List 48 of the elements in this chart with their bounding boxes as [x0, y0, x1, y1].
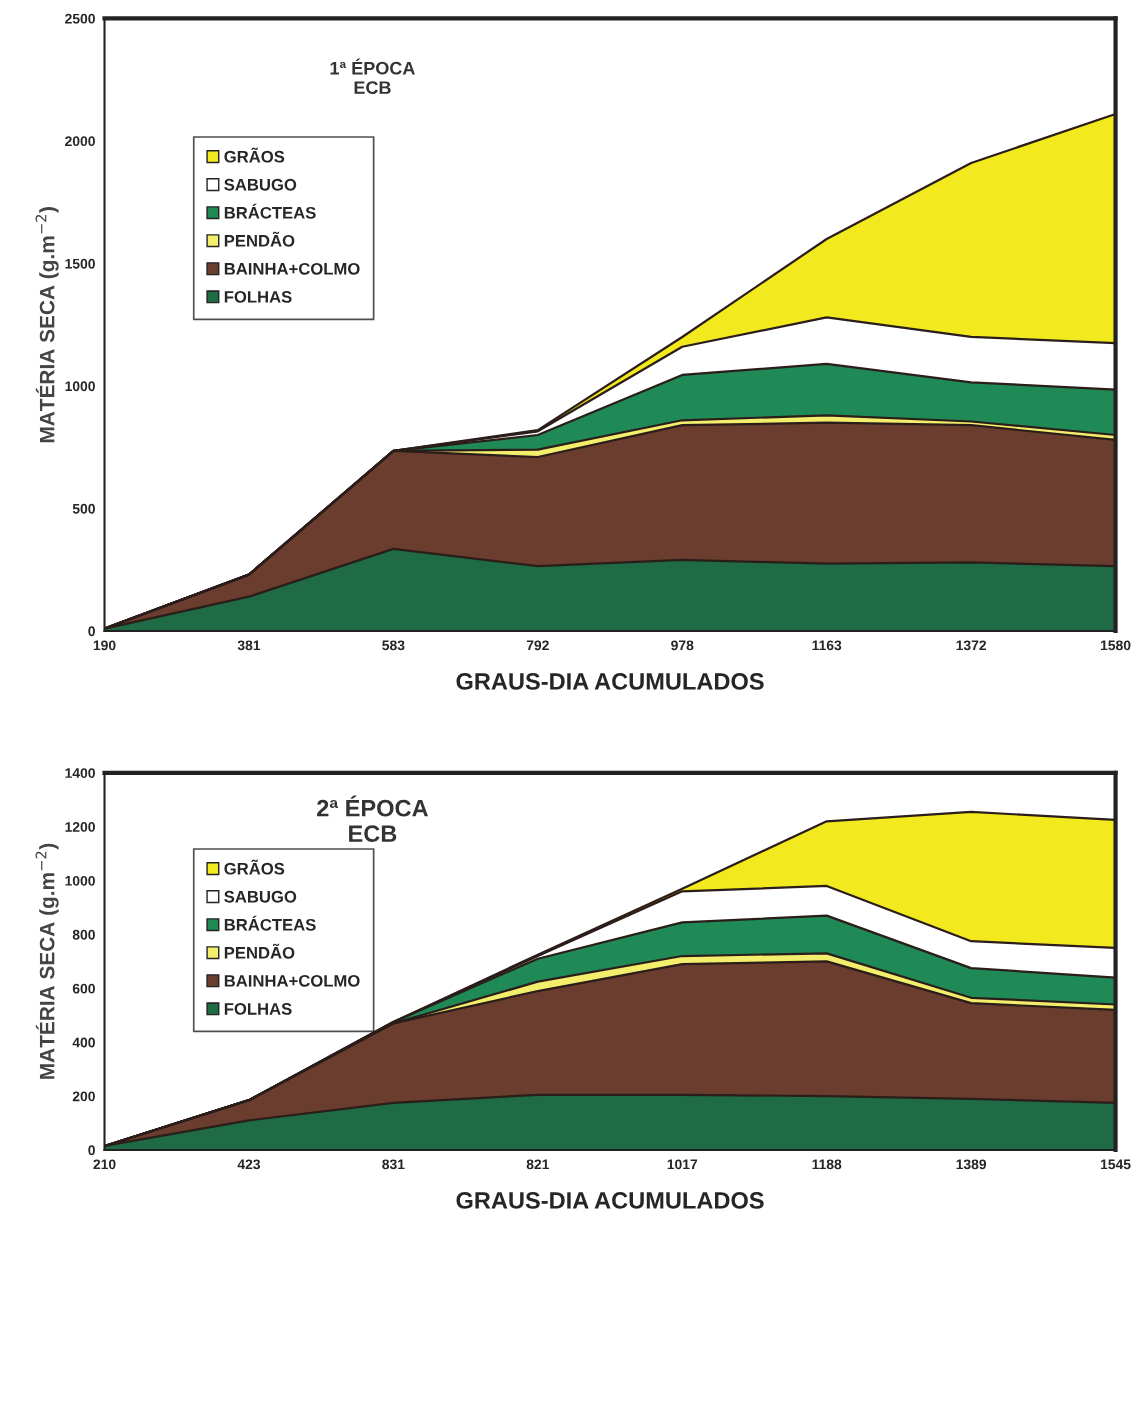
- legend-label: BRÁCTEAS: [224, 203, 316, 219]
- legend-label: GRÃOS: [224, 859, 285, 875]
- x-tick-label: 821: [526, 1159, 550, 1170]
- y-axis-title: MATÉRIA SECA (g.m$^{−2}$): [35, 843, 59, 1079]
- x-tick-label: 978: [671, 640, 694, 651]
- y-axis-title: MATÉRIA SECA (g.m$^{−2}$): [35, 207, 59, 443]
- x-tick-label: 190: [93, 640, 116, 651]
- legend-label: BAINHA+COLMO: [224, 262, 360, 275]
- y-tick-label: 800: [72, 929, 95, 940]
- x-tick-label: 1188: [812, 1159, 842, 1170]
- y-tick-label: 1500: [65, 258, 95, 269]
- legend-label: FOLHAS: [224, 290, 292, 303]
- x-axis-title: GRAUS-DIA ACUMULADOS: [456, 1192, 764, 1209]
- legend-label: SABUGO: [224, 178, 297, 191]
- y-tick-label: 0: [88, 626, 95, 637]
- x-tick-label: 831: [382, 1159, 405, 1170]
- text: 2ª ÉPOCA ECB: [317, 795, 429, 842]
- legend-label: PENDÃO: [224, 231, 295, 247]
- y-tick-label: 1400: [65, 768, 95, 778]
- x-tick-label: 583: [382, 640, 405, 651]
- x-tick-label: 1389: [956, 1159, 987, 1170]
- legend-label: SABUGO: [224, 890, 297, 903]
- x-tick-label: 210: [93, 1159, 116, 1170]
- y-tick-label: 2000: [65, 136, 95, 147]
- y-tick-label: 200: [72, 1091, 95, 1102]
- y-tick-label: 400: [72, 1037, 95, 1048]
- x-tick-label: 1163: [812, 640, 842, 651]
- x-tick-label: 423: [237, 1159, 261, 1170]
- legend-label: FOLHAS: [224, 1002, 292, 1015]
- legend-label: PENDÃO: [224, 943, 295, 959]
- y-tick-label: 600: [72, 983, 95, 994]
- text: 1ª ÉPOCA ECB: [330, 58, 415, 95]
- x-tick-label: 792: [526, 640, 549, 651]
- y-tick-label: 1200: [65, 822, 95, 832]
- x-tick-label: 1580: [1100, 640, 1131, 651]
- x-tick-label: 1372: [956, 640, 987, 651]
- y-tick-label: 500: [72, 503, 95, 514]
- y-tick-label: 2500: [65, 13, 95, 24]
- x-tick-label: 1545: [1100, 1159, 1131, 1170]
- x-tick-label: 1017: [667, 1159, 698, 1170]
- legend-label: BAINHA+COLMO: [224, 974, 360, 987]
- x-tick-label: 381: [237, 640, 261, 651]
- y-tick-label: 1000: [65, 381, 95, 392]
- y-tick-label: 0: [88, 1145, 95, 1156]
- legend-label: GRÃOS: [224, 147, 285, 163]
- x-axis-title: GRAUS-DIA ACUMULADOS: [456, 673, 764, 690]
- y-tick-label: 1000: [65, 875, 95, 886]
- legend-label: BRÁCTEAS: [224, 915, 316, 931]
